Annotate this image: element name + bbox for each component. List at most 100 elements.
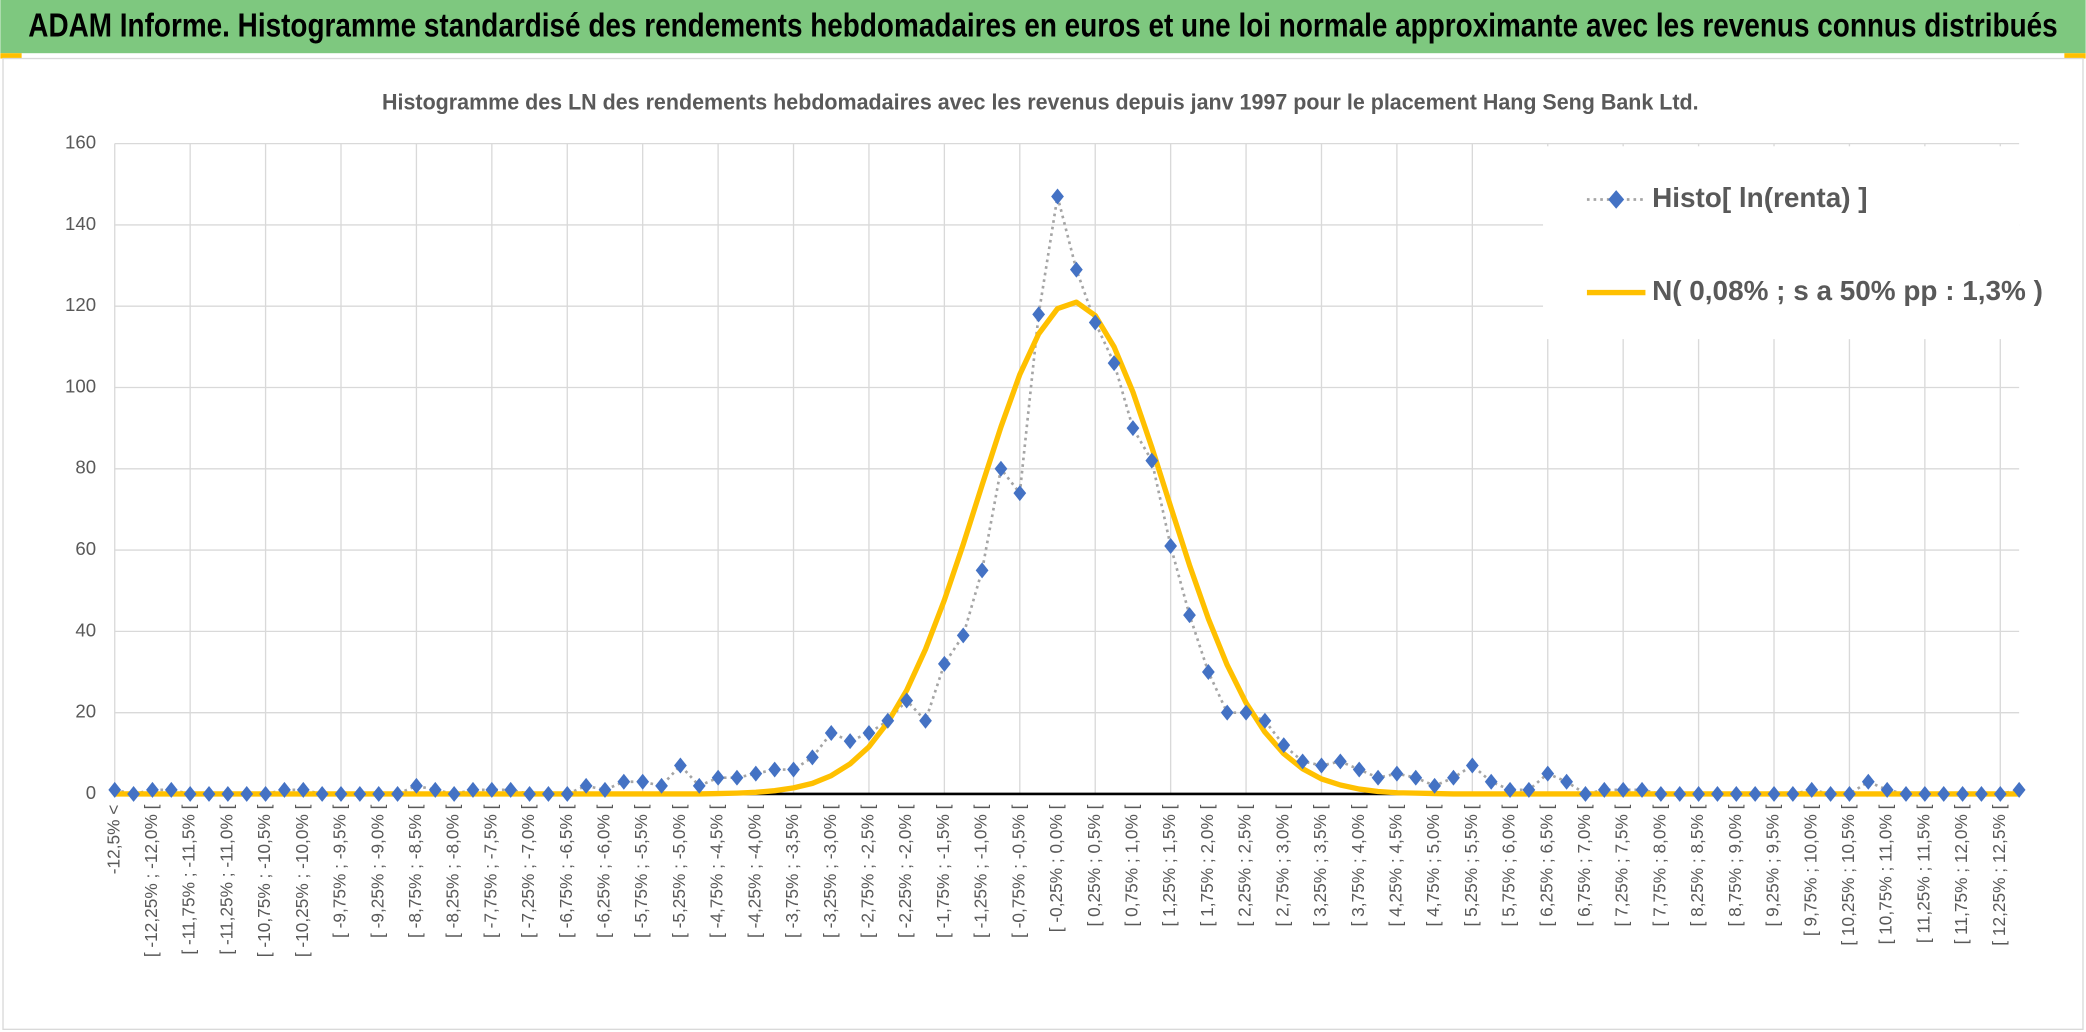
data-point <box>1993 785 2007 802</box>
data-point <box>1748 785 1762 802</box>
x-tick-label: [ 6,25% ; 6,5% [ <box>1536 804 1556 926</box>
data-point <box>1673 785 1687 802</box>
data-point <box>1447 769 1460 786</box>
data-point <box>1597 781 1611 798</box>
chart-border <box>2 57 2084 1031</box>
x-tick-label: [ 11,75% ; 12,0% [ <box>1951 804 1971 944</box>
y-tick-label: 80 <box>75 457 96 478</box>
x-tick-label: [ -7,75% ; -7,5% [ <box>480 804 500 938</box>
data-point <box>542 785 555 802</box>
x-tick-label: [ -9,25% ; -9,0% [ <box>367 804 387 938</box>
data-point <box>1296 753 1310 770</box>
data-point <box>428 781 442 798</box>
x-tick-label: [ -9,75% ; -9,5% [ <box>330 804 350 938</box>
data-point <box>1541 765 1555 782</box>
x-tick-label: [ 0,25% ; 0,5% [ <box>1084 804 1104 926</box>
data-point <box>504 781 518 798</box>
x-tick-label: [ 0,75% ; 1,0% [ <box>1121 804 1141 926</box>
data-point <box>1843 785 1856 802</box>
x-tick-label: [ -6,75% ; -6,5% [ <box>556 804 576 938</box>
data-point <box>617 773 631 790</box>
header-accent <box>2064 53 2086 59</box>
data-point <box>1861 773 1875 790</box>
data-point <box>164 781 178 798</box>
data-point <box>485 781 499 798</box>
grid: 0 20 40 60 80 100 120 140 160 -12,5% < [ -12,25% ;… <box>65 132 2020 957</box>
x-tick-label: [ -8,25% ; -8,0% [ <box>443 804 463 938</box>
data-point <box>1201 664 1215 680</box>
x-tick-label: [ 1,75% ; 2,0% [ <box>1197 804 1217 926</box>
data-point <box>1956 785 1969 802</box>
x-tick-label: [ -11,25% ; -11,0% [ <box>216 804 236 954</box>
x-tick-label: [ -0,75% ; -0,5% [ <box>1008 804 1028 938</box>
data-point <box>372 785 386 802</box>
x-tick-label: [ -1,75% ; -1,5% [ <box>933 804 953 938</box>
legend-box <box>1543 146 2020 340</box>
data-point <box>1767 785 1781 802</box>
data-point <box>221 785 235 802</box>
y-tick-label: 140 <box>65 213 96 234</box>
data-point <box>278 781 291 798</box>
data-point <box>806 749 819 766</box>
data-point <box>1786 785 1800 802</box>
data-point <box>1032 306 1046 323</box>
data-point <box>353 785 367 802</box>
x-tick-label: [ -5,25% ; -5,0% [ <box>669 804 689 938</box>
data-point <box>1164 538 1178 554</box>
x-tick-label: [ -7,25% ; -7,0% [ <box>518 804 538 938</box>
x-tick-label: [ -3,75% ; -3,5% [ <box>782 804 802 938</box>
data-point <box>202 785 216 802</box>
data-point <box>956 627 970 644</box>
x-tick-label: [ -2,25% ; -2,0% [ <box>895 804 915 938</box>
y-tick-label: 120 <box>65 294 96 315</box>
x-tick-label: [ 9,25% ; 9,5% [ <box>1763 804 1783 926</box>
data-point <box>1824 785 1837 802</box>
x-tick-label: [ 8,75% ; 9,0% [ <box>1725 804 1745 926</box>
x-tick-label: [ -12,25% ; -12,0% [ <box>141 804 161 957</box>
data-point <box>1899 785 1913 802</box>
x-tick-label: [ -0,25% ; 0,0% [ <box>1046 804 1066 932</box>
data-point <box>1333 753 1347 770</box>
x-tick-label: [ 6,75% ; 7,0% [ <box>1574 804 1594 926</box>
data-point <box>410 777 423 794</box>
data-point <box>1126 420 1140 437</box>
x-tick-label: [ 2,75% ; 3,0% [ <box>1272 804 1292 926</box>
data-point <box>560 785 574 802</box>
y-tick-label: 60 <box>75 538 96 559</box>
x-tick-label: [ 10,25% ; 10,5% [ <box>1838 804 1858 945</box>
x-tick-label: [ 3,25% ; 3,5% [ <box>1310 804 1330 926</box>
data-point <box>1692 785 1705 802</box>
data-point <box>579 777 593 794</box>
data-point <box>1051 188 1064 205</box>
data-point <box>881 712 895 729</box>
data-point <box>523 785 536 802</box>
x-tick-label: [ 4,25% ; 4,5% [ <box>1385 804 1405 926</box>
data-point <box>1013 485 1027 502</box>
data-point <box>1088 314 1102 331</box>
x-tick-label: [ 2,25% ; 2,5% [ <box>1235 804 1255 926</box>
x-tick-label: [ 11,25% ; 11,5% [ <box>1913 804 1933 943</box>
x-tick-label: [ -8,75% ; -8,5% [ <box>405 804 425 938</box>
data-point <box>1409 769 1423 786</box>
x-tick-label: [ -4,25% ; -4,0% [ <box>744 804 764 938</box>
data-point <box>674 757 687 774</box>
data-point <box>692 777 706 794</box>
data-point <box>1729 785 1743 802</box>
data-point <box>1371 769 1385 786</box>
data-point <box>1880 781 1894 798</box>
data-point <box>1352 761 1366 778</box>
data-point <box>1522 781 1536 798</box>
data-point <box>900 692 914 709</box>
data-point <box>334 785 348 802</box>
data-point <box>2012 781 2026 798</box>
x-tick-label: [ 5,75% ; 6,0% [ <box>1499 804 1519 926</box>
chart-title: Histogramme des LN des rendements hebdom… <box>382 90 1699 115</box>
data-point <box>146 781 159 798</box>
x-tick-label: [ 9,75% ; 10,0% [ <box>1800 804 1820 936</box>
y-tick-label: 100 <box>65 375 96 396</box>
data-point <box>1805 781 1819 798</box>
data-point <box>1560 773 1573 790</box>
x-tick-label: [ -4,75% ; -4,5% [ <box>707 804 727 938</box>
x-tick-label: [ -3,25% ; -3,0% [ <box>820 804 840 938</box>
